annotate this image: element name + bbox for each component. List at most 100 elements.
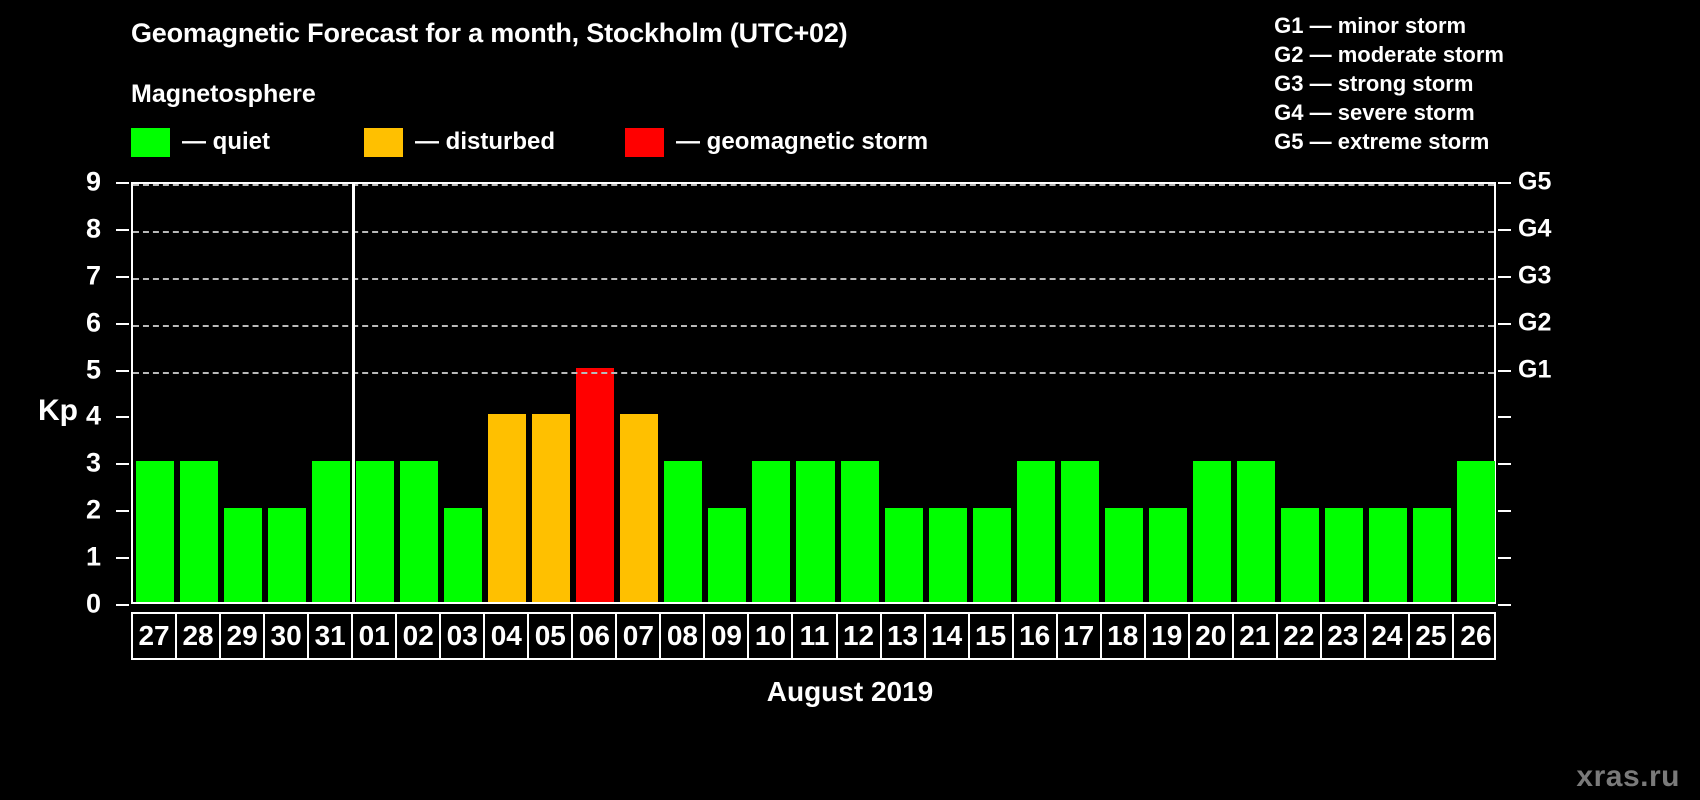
- storm-scale-g4: G4 — severe storm: [1274, 100, 1475, 125]
- y-tick-label-7: 7: [85, 260, 101, 291]
- date-cell-24[interactable]: 24: [1366, 614, 1410, 658]
- y-tick-label-2: 2: [85, 494, 101, 525]
- y-tick-label-8: 8: [85, 213, 101, 244]
- date-cell-28[interactable]: 28: [177, 614, 222, 658]
- magnetosphere-label: Magnetosphere: [131, 80, 316, 108]
- bar-20: [1192, 461, 1231, 602]
- y-tick-label-4: 4: [85, 400, 101, 431]
- bar-03: [444, 508, 483, 602]
- bar-02: [400, 461, 439, 602]
- bar-28: [180, 461, 219, 602]
- storm-scale-g2: G2 — moderate storm: [1274, 42, 1504, 67]
- date-cell-19[interactable]: 19: [1146, 614, 1190, 658]
- bar-08: [664, 461, 703, 602]
- legend-item-geomagnetic-storm: — geomagnetic storm: [625, 127, 928, 157]
- bar-13: [884, 508, 923, 602]
- date-cell-22[interactable]: 22: [1278, 614, 1322, 658]
- date-cell-30[interactable]: 30: [265, 614, 310, 658]
- g-tick-label-g5: G5: [1518, 167, 1552, 196]
- y-tick-mark-9: [116, 182, 129, 184]
- date-cell-29[interactable]: 29: [221, 614, 266, 658]
- bar-29: [224, 508, 263, 602]
- date-cell-18[interactable]: 18: [1102, 614, 1146, 658]
- g-tick-label-g2: G2: [1518, 308, 1552, 337]
- date-cell-09[interactable]: 09: [705, 614, 750, 658]
- y-tick-mark-6: [116, 322, 129, 325]
- date-cell-10[interactable]: 10: [749, 614, 794, 658]
- bar-09: [708, 508, 747, 602]
- page-title: Geomagnetic Forecast for a month, Stockh…: [131, 18, 848, 48]
- y-tick-mark-5: [116, 369, 129, 372]
- y-tick-mark-1: [116, 557, 129, 560]
- storm-scale-g1: G1 — minor storm: [1274, 13, 1467, 38]
- y-tick-mark-7: [116, 275, 129, 278]
- g-minor-tick-kp-1: [1498, 557, 1511, 560]
- date-cell-13[interactable]: 13: [882, 614, 926, 658]
- date-cell-27[interactable]: 27: [133, 614, 178, 658]
- y-tick-mark-0: [116, 604, 129, 606]
- y-tick-mark-3: [116, 463, 129, 466]
- date-cell-04[interactable]: 04: [485, 614, 530, 658]
- bar-12: [840, 461, 879, 602]
- date-cell-16[interactable]: 16: [1014, 614, 1058, 658]
- gridline-kp-9: [133, 184, 1494, 186]
- y-tick-label-1: 1: [85, 541, 101, 572]
- date-cell-12[interactable]: 12: [838, 614, 882, 658]
- bar-31: [312, 461, 351, 602]
- orange-square-icon: [364, 127, 403, 157]
- date-cell-02[interactable]: 02: [397, 614, 442, 658]
- bar-15: [972, 508, 1011, 602]
- g-tick-mark-g1: [1498, 369, 1511, 372]
- date-cell-08[interactable]: 08: [661, 614, 706, 658]
- legend-item-disturbed: — disturbed: [364, 127, 555, 157]
- date-cell-15[interactable]: 15: [970, 614, 1014, 658]
- bar-14: [928, 508, 967, 602]
- y-tick-label-6: 6: [85, 307, 101, 338]
- g-tick-label-g1: G1: [1518, 355, 1552, 384]
- date-cell-03[interactable]: 03: [441, 614, 486, 658]
- date-cell-31[interactable]: 31: [309, 614, 354, 658]
- date-cell-05[interactable]: 05: [529, 614, 574, 658]
- y-tick-label-9: 9: [85, 166, 101, 197]
- y-axis-title: Kp: [38, 394, 78, 427]
- bar-06: [576, 367, 615, 602]
- bar-30: [268, 508, 307, 602]
- g-tick-mark-g2: [1498, 322, 1511, 325]
- date-cell-01[interactable]: 01: [353, 614, 398, 658]
- date-cell-06[interactable]: 06: [573, 614, 618, 658]
- y-tick-label-5: 5: [85, 354, 101, 385]
- bar-22: [1280, 508, 1319, 602]
- gridline-kp-7: [133, 277, 1494, 280]
- date-cell-07[interactable]: 07: [617, 614, 662, 658]
- g-minor-tick-kp-3: [1498, 463, 1511, 466]
- bar-23: [1324, 508, 1363, 602]
- bar-27: [136, 461, 175, 602]
- date-cell-23[interactable]: 23: [1322, 614, 1366, 658]
- bar-01: [356, 461, 395, 602]
- bar-16: [1016, 461, 1055, 602]
- date-cell-25[interactable]: 25: [1410, 614, 1454, 658]
- date-cell-20[interactable]: 20: [1190, 614, 1234, 658]
- date-cell-14[interactable]: 14: [926, 614, 970, 658]
- x-axis-title: August 2019: [766, 676, 934, 707]
- g-tick-mark-g3: [1498, 275, 1511, 278]
- g-minor-tick-kp-0: [1498, 604, 1511, 606]
- date-cell-11[interactable]: 11: [793, 614, 838, 658]
- storm-scale-g5: G5 — extreme storm: [1274, 129, 1490, 154]
- date-cell-26[interactable]: 26: [1460, 620, 1492, 651]
- red-square-icon: [625, 127, 665, 157]
- gridline-kp-8: [133, 230, 1494, 233]
- bar-04: [488, 414, 527, 602]
- bar-17: [1060, 461, 1099, 602]
- y-tick-mark-4: [116, 416, 129, 419]
- date-cell-17[interactable]: 17: [1058, 614, 1102, 658]
- gridline-kp-6: [133, 324, 1494, 327]
- plot-area: [131, 182, 1496, 604]
- storm-scale-legend: G1 — minor storm G2 — moderate storm G3 — …: [1274, 11, 1504, 156]
- legend-item-label: — quiet: [182, 128, 270, 155]
- y-tick-label-0: 0: [85, 588, 101, 619]
- bar-26: [1456, 461, 1495, 602]
- bar-25: [1412, 508, 1451, 602]
- bar-18: [1104, 508, 1143, 602]
- date-cell-21[interactable]: 21: [1234, 614, 1278, 658]
